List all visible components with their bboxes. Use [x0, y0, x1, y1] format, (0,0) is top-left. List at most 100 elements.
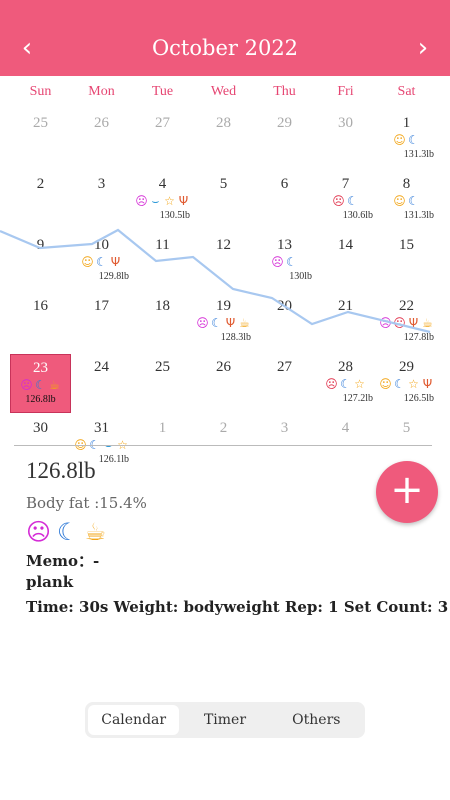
- day-number: 26: [94, 115, 109, 131]
- calendar-day-cell[interactable]: 9: [10, 232, 71, 291]
- calendar-day-cell[interactable]: 3: [71, 171, 132, 230]
- star-icon: ☆: [408, 377, 419, 391]
- divider: [14, 445, 432, 446]
- sad-face-icon: ☹: [26, 518, 52, 546]
- calendar-day-cell[interactable]: 28 ☹ ☾ ☆ 127.2lb: [315, 354, 376, 413]
- day-weight: 129.8lb: [98, 271, 129, 282]
- smile-face-icon: ☺: [393, 133, 406, 147]
- day-icons: ☺ ☾: [376, 134, 437, 147]
- calendar-day-cell[interactable]: 26: [71, 110, 132, 169]
- moon-sleep-icon: ☾: [35, 378, 46, 392]
- day-number: 4: [341, 420, 350, 436]
- weekday-thu: Thu: [273, 84, 296, 99]
- weekday-mon: Mon: [88, 84, 115, 99]
- beer-mug-icon: ☕: [49, 378, 60, 392]
- calendar-day-cell[interactable]: 13 ☹ ☾ 130lb: [254, 232, 315, 291]
- day-number: 12: [216, 237, 231, 253]
- day-number: 17: [94, 298, 109, 314]
- calendar-day-cell[interactable]: 1 ☺ ☾ 131.3lb: [376, 110, 437, 169]
- calendar-day-cell[interactable]: 4 ☹ ⌣ ☆ Ψ 130.5lb: [132, 171, 193, 230]
- day-weight: 130.6lb: [342, 210, 373, 221]
- calendar-day-cell[interactable]: 27: [254, 354, 315, 413]
- calendar-day-cell[interactable]: 22 ☹ ☹ Ψ ☕ 127.8lb: [376, 293, 437, 352]
- calendar-day-cell[interactable]: 19 ☹ ☾ Ψ ☕ 128.3lb: [193, 293, 254, 352]
- calendar-day-cell[interactable]: 16: [10, 293, 71, 352]
- day-number: 11: [155, 237, 170, 253]
- angry-face-icon: ☹: [325, 377, 338, 391]
- chevron-right-icon[interactable]: ›: [417, 33, 429, 63]
- day-number: 30: [33, 420, 48, 436]
- calendar-day-cell[interactable]: 28: [193, 110, 254, 169]
- calendar-day-cell[interactable]: 29: [254, 110, 315, 169]
- day-number: 16: [33, 298, 48, 314]
- day-number: 26: [216, 359, 231, 375]
- calendar-day-cell[interactable]: 2: [10, 171, 71, 230]
- day-number: 1: [158, 420, 167, 436]
- day-number: 3: [97, 176, 106, 192]
- detail-exercise-stats: Time: 30s Weight: bodyweight Rep: 1 Set …: [26, 598, 449, 616]
- day-icons: ☹ ☾: [254, 256, 315, 269]
- calendar-day-cell[interactable]: 8 ☺ ☾ 131.3lb: [376, 171, 437, 230]
- day-weight: 131.3lb: [403, 210, 434, 221]
- chevron-left-icon[interactable]: ‹: [21, 33, 33, 63]
- tab-others[interactable]: Others: [292, 712, 341, 728]
- calendar-day-cell[interactable]: 27: [132, 110, 193, 169]
- day-number: 27: [155, 115, 170, 131]
- calendar-day-cell[interactable]: 7 ☹ ☾ 130.6lb: [315, 171, 376, 230]
- calendar-day-cell[interactable]: 3: [254, 415, 315, 474]
- day-weight: 126.8lb: [25, 394, 56, 405]
- calendar-day-cell[interactable]: 5: [193, 171, 254, 230]
- calendar-day-cell[interactable]: 21: [315, 293, 376, 352]
- day-number: 27: [277, 359, 292, 375]
- tab-calendar[interactable]: Calendar: [88, 705, 180, 735]
- tab-timer[interactable]: Timer: [203, 712, 247, 728]
- calendar-day-cell[interactable]: 10 ☺ ☾ Ψ 129.8lb: [71, 232, 132, 291]
- calendar-day-cell[interactable]: 18: [132, 293, 193, 352]
- calendar-day-cell[interactable]: 2: [193, 415, 254, 474]
- add-entry-button[interactable]: +: [376, 461, 438, 523]
- calendar-day-cell[interactable]: 23 ☹ ☾ ☕ 126.8lb: [10, 354, 71, 413]
- day-icons: ☺ ☾ Ψ: [71, 256, 132, 269]
- day-number: 31: [94, 420, 109, 436]
- fork-knife-icon: Ψ: [110, 255, 121, 269]
- calendar-day-cell[interactable]: 17: [71, 293, 132, 352]
- shoe-icon: ⌣: [151, 194, 160, 208]
- app-header: ‹ October 2022 ›: [0, 0, 450, 76]
- calendar-day-cell[interactable]: 24: [71, 354, 132, 413]
- calendar-day-cell[interactable]: 29 ☺ ☾ ☆ Ψ 126.5lb: [376, 354, 437, 413]
- day-icons: ☹ ☹ Ψ ☕: [376, 317, 437, 330]
- calendar-day-cell[interactable]: 14: [315, 232, 376, 291]
- moon-sleep-icon: ☾: [340, 377, 351, 391]
- day-icons: ☹ ⌣ ☆ Ψ: [132, 195, 193, 208]
- angry-face-icon: ☹: [393, 316, 406, 330]
- calendar-day-cell[interactable]: 30: [315, 110, 376, 169]
- calendar-day-cell[interactable]: 20: [254, 293, 315, 352]
- calendar-day-cell[interactable]: 25: [132, 354, 193, 413]
- calendar-day-cell[interactable]: 4: [315, 415, 376, 474]
- calendar-day-cell[interactable]: 11: [132, 232, 193, 291]
- moon-sleep-icon: ☾: [211, 316, 222, 330]
- day-weight: 130.5lb: [159, 210, 190, 221]
- day-icons: ☹ ☾ ☕: [11, 379, 70, 392]
- day-detail: 126.8lb Body fat :15.4% ☹ ☾ ☕ Memo：- pla…: [26, 458, 448, 616]
- star-icon: ☆: [354, 377, 365, 391]
- calendar-day-cell[interactable]: 25: [10, 110, 71, 169]
- day-number: 29: [399, 359, 414, 375]
- day-number: 3: [280, 420, 289, 436]
- calendar-day-cell[interactable]: 1: [132, 415, 193, 474]
- calendar-day-cell[interactable]: 12: [193, 232, 254, 291]
- moon-sleep-icon: ☾: [394, 377, 405, 391]
- day-number: 10: [94, 237, 109, 253]
- calendar-day-cell[interactable]: 6: [254, 171, 315, 230]
- day-icons: ☺ ☾: [376, 195, 437, 208]
- calendar-day-cell[interactable]: 30: [10, 415, 71, 474]
- day-weight: 126.5lb: [403, 393, 434, 404]
- fork-knife-icon: Ψ: [178, 194, 189, 208]
- day-number: 21: [338, 298, 353, 314]
- calendar-day-cell[interactable]: 26: [193, 354, 254, 413]
- day-number: 25: [33, 115, 48, 131]
- calendar-day-cell[interactable]: 5: [376, 415, 437, 474]
- calendar-day-cell[interactable]: 15: [376, 232, 437, 291]
- weekday-sat: Sat: [397, 84, 416, 99]
- sad-face-icon: ☹: [20, 378, 33, 392]
